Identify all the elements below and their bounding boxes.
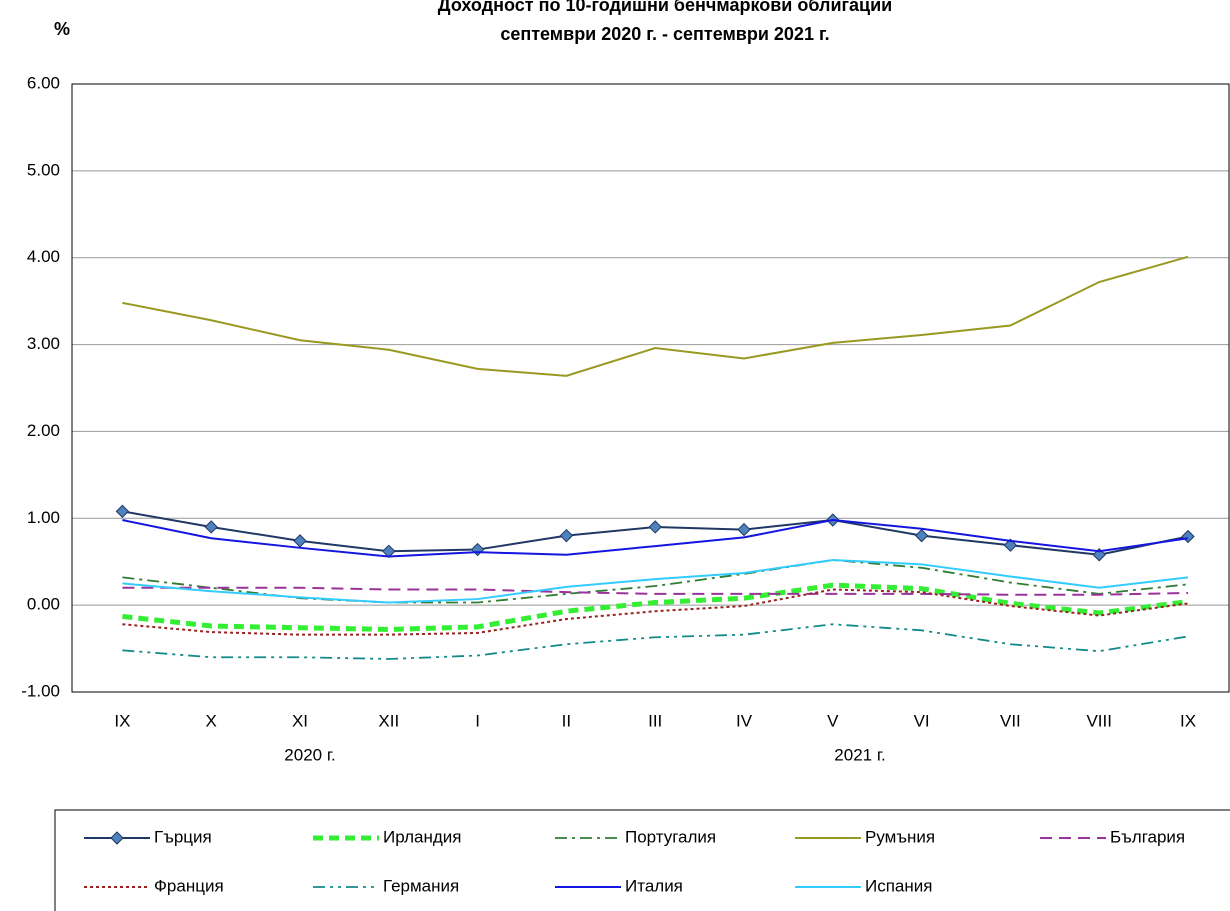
x-tick-label: IX	[1180, 711, 1196, 730]
y-axis-label: %	[54, 19, 70, 39]
marker	[470, 542, 485, 557]
y-tick-label: 4.00	[27, 247, 60, 266]
y-tick-label: -1.00	[21, 681, 60, 700]
x-tick-label: VIII	[1086, 711, 1112, 730]
y-tick-label: 2.00	[27, 421, 60, 440]
legend-label: Португалия	[625, 827, 716, 846]
legend-label: България	[1110, 827, 1185, 846]
series-line	[122, 519, 1189, 558]
year-label: 2021 г.	[834, 745, 885, 764]
series-line	[122, 586, 1189, 596]
marker	[204, 520, 218, 534]
marker	[1181, 529, 1195, 544]
chart-subtitle: септември 2020 г. - септември 2021 г.	[500, 24, 829, 44]
x-tick-label: II	[562, 711, 571, 730]
legend-box	[54, 809, 1230, 911]
x-tick-label: VI	[914, 711, 930, 730]
chart-title: Доходност по 10-годишни бенчмаркови обли…	[438, 0, 892, 15]
series-line	[122, 255, 1189, 377]
series-line	[122, 623, 1189, 660]
legend-marker	[110, 831, 124, 845]
legend-label: Гърция	[154, 827, 212, 846]
y-tick-label: 1.00	[27, 508, 60, 527]
y-tick-label: 0.00	[27, 595, 60, 614]
legend-label: Испания	[865, 876, 932, 895]
year-label: 2020 г.	[284, 745, 335, 764]
marker	[737, 522, 751, 537]
x-tick-label: V	[827, 711, 839, 730]
legend-label: Франция	[154, 876, 224, 895]
legend-label: Германия	[383, 876, 459, 895]
plot-frame	[71, 83, 1230, 693]
x-tick-label: XI	[292, 711, 308, 730]
series-line	[122, 588, 1189, 636]
y-tick-label: 5.00	[27, 160, 60, 179]
x-tick-label: III	[648, 711, 662, 730]
marker	[914, 528, 929, 543]
marker	[559, 528, 574, 543]
legend-label: Румъния	[865, 827, 935, 846]
x-tick-label: IV	[736, 711, 753, 730]
x-tick-label: X	[206, 711, 217, 730]
x-tick-label: I	[475, 711, 480, 730]
y-tick-label: 3.00	[27, 334, 60, 353]
x-tick-label: IX	[114, 711, 130, 730]
marker	[115, 504, 130, 519]
x-tick-label: XII	[378, 711, 399, 730]
series-line	[122, 558, 1189, 604]
x-tick-label: VII	[1000, 711, 1021, 730]
marker	[648, 520, 662, 534]
marker	[293, 534, 307, 548]
series-line	[122, 582, 1189, 632]
y-tick-label: 6.00	[27, 73, 60, 92]
legend-label: Ирландия	[383, 827, 461, 846]
marker	[1003, 538, 1018, 552]
legend-label: Италия	[625, 876, 683, 895]
